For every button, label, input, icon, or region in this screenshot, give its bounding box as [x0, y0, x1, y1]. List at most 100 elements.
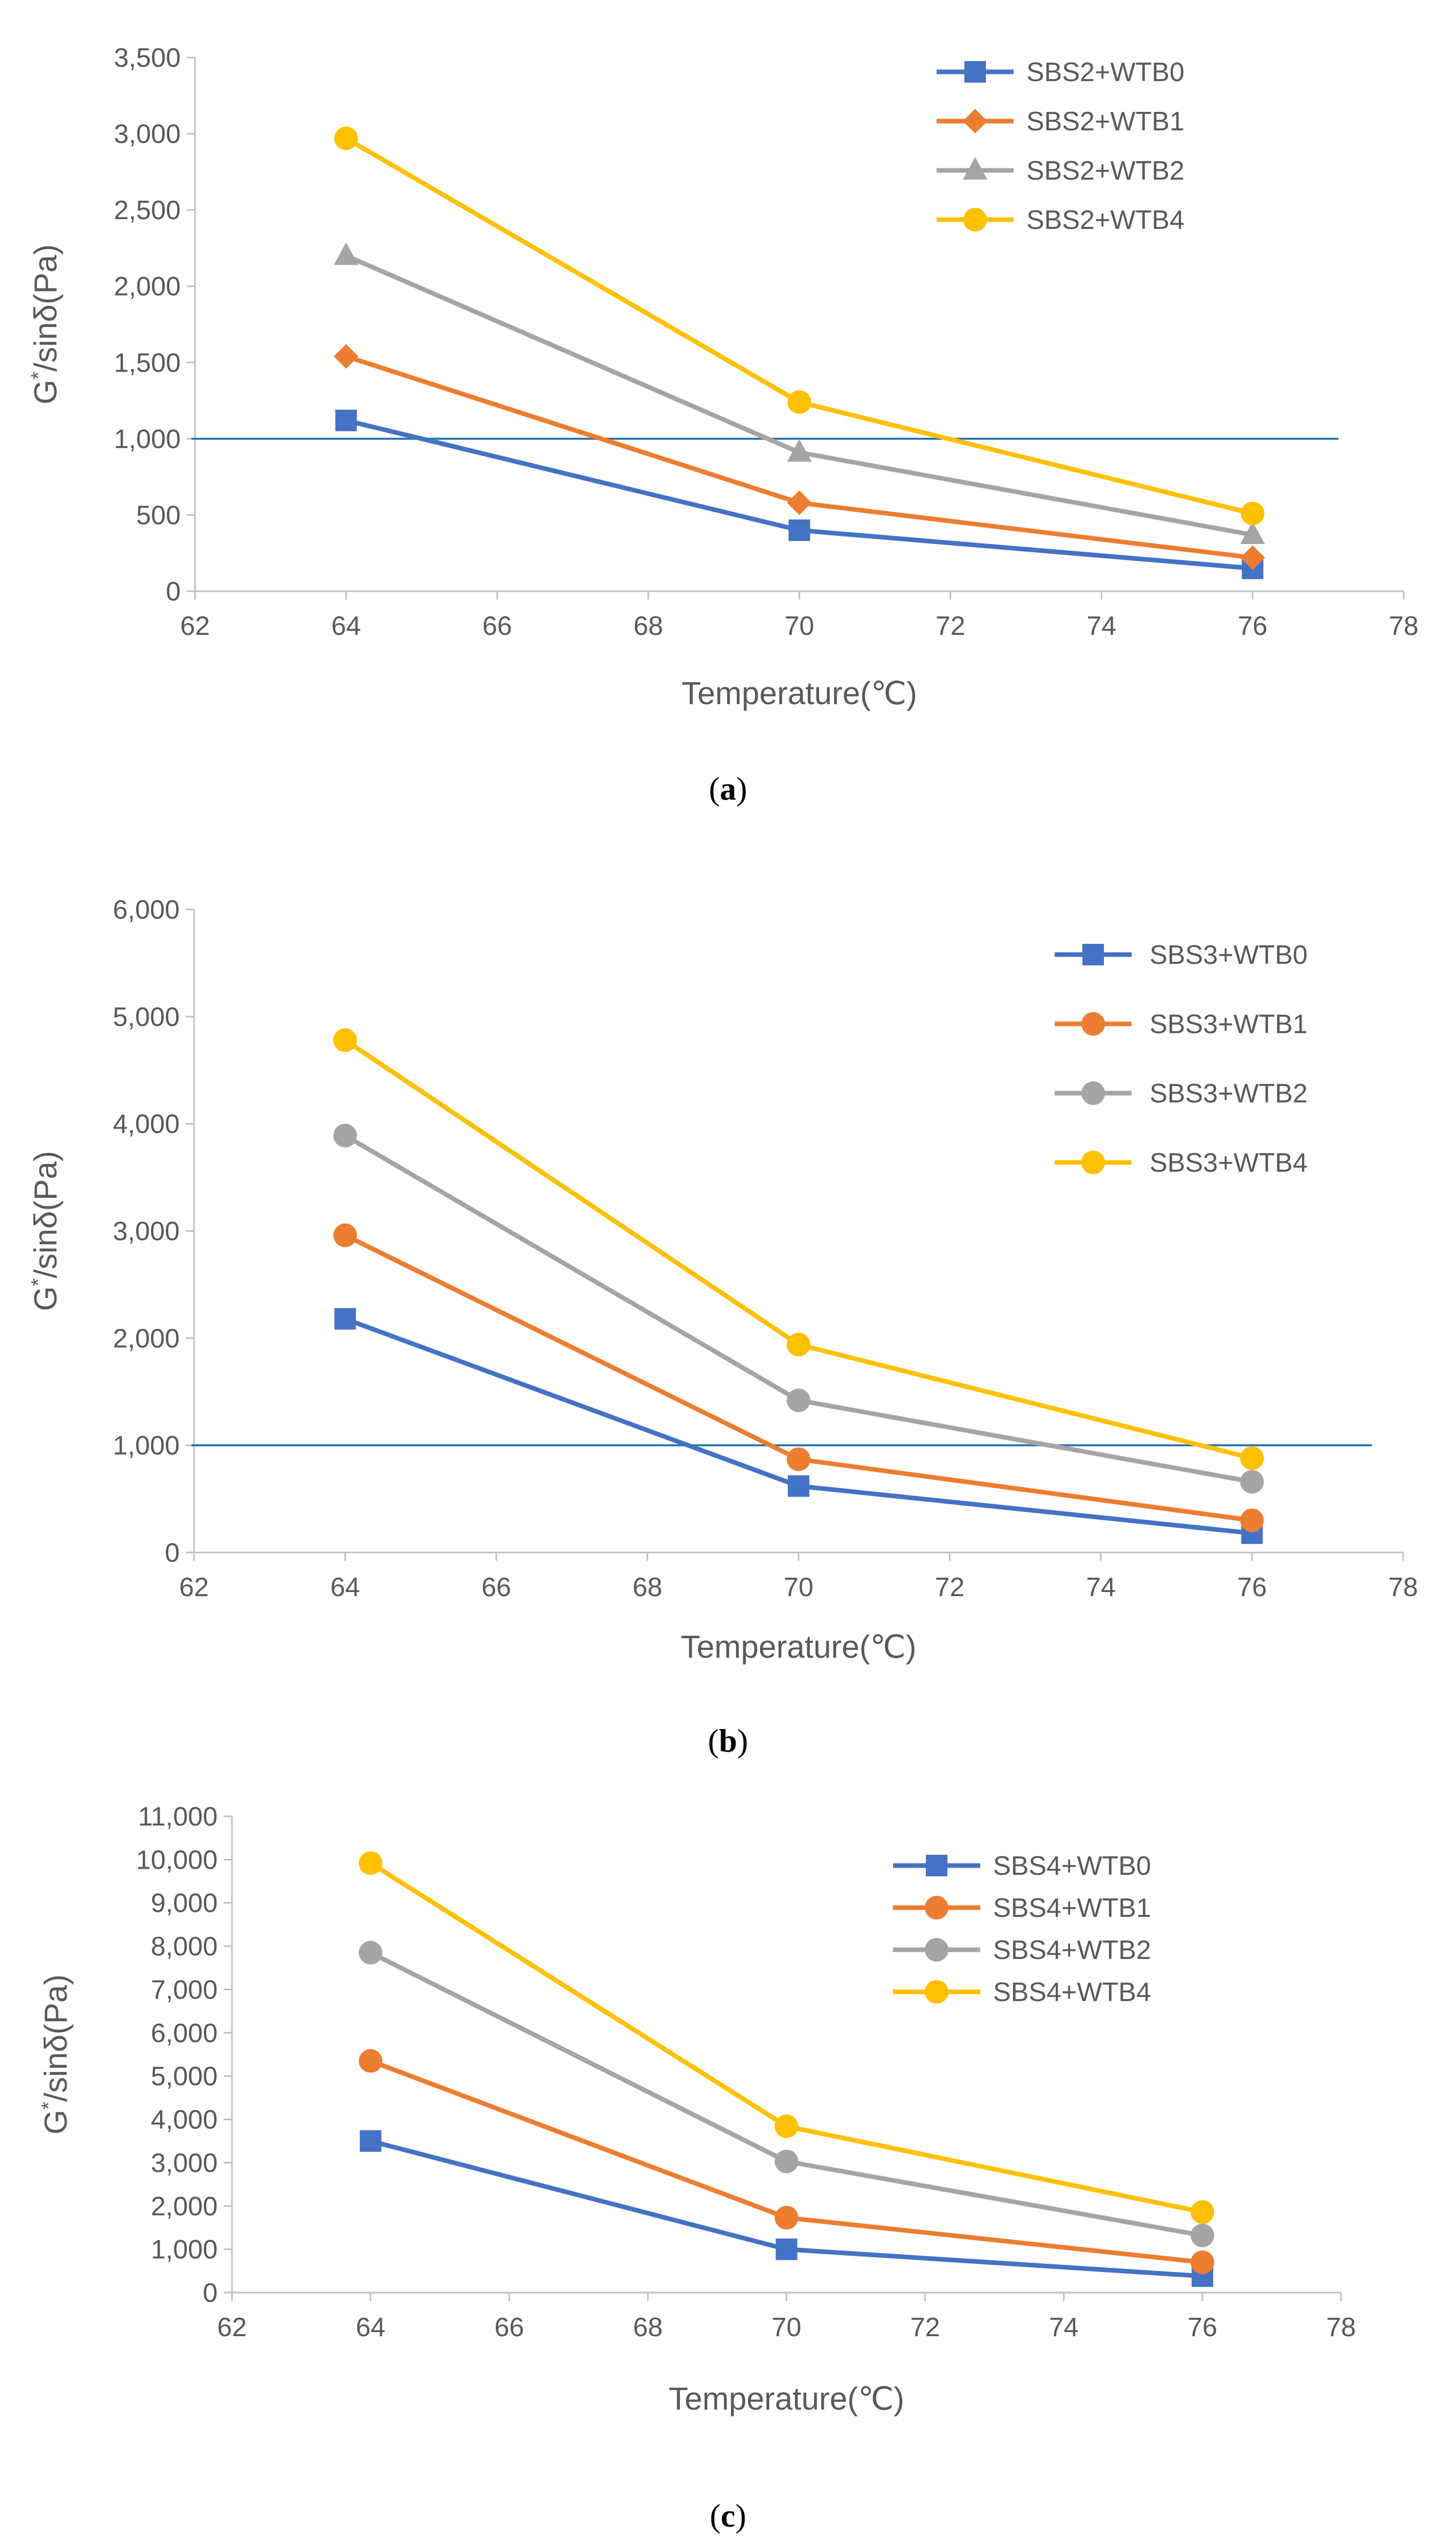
chart-a-svg: 0 500 1,000 1,500 2,000 2,500 3,000 3,500 62 64 66… [27, 43, 1419, 711]
y-axis-title-main: G [28, 380, 64, 404]
legend-swatch-marker [964, 61, 986, 83]
data-point [1240, 1470, 1264, 1494]
y-tick-label: 11,000 [138, 1802, 218, 1832]
legend-swatch-marker [925, 1896, 948, 1919]
x-tick-label: 78 [1388, 1573, 1418, 1602]
data-point [1190, 2223, 1214, 2247]
x-tick-label: 74 [1086, 611, 1116, 641]
data-point [774, 2114, 799, 2139]
y-tick-label: 2,000 [113, 1324, 180, 1353]
data-point [1240, 521, 1265, 545]
y-tick-label: 3,000 [113, 1217, 180, 1247]
y-tick-label: 5,000 [151, 2062, 218, 2091]
data-point [1240, 545, 1265, 570]
data-point [1240, 501, 1265, 526]
caption-a-label: a [720, 770, 736, 807]
data-point [333, 1223, 357, 1247]
series-sbs3-wtb1 [333, 1223, 1264, 1532]
legend-swatch-marker [1081, 1012, 1105, 1036]
series-sbs4-wtb1 [359, 2049, 1214, 2274]
series-sbs2-wtb2 [334, 242, 1265, 545]
x-tick-label: 76 [1238, 611, 1268, 641]
y-tick-label: 8,000 [151, 1932, 218, 1962]
legend-label: SBS3+WTB1 [1150, 1010, 1308, 1039]
legend-label: SBS2+WTB4 [1026, 205, 1185, 235]
data-point [1190, 2200, 1214, 2224]
x-tick-label: 64 [331, 1573, 360, 1602]
y-tick-label: 500 [136, 500, 181, 530]
y-tick-label: 0 [203, 2278, 218, 2308]
legend-label: SBS3+WTB2 [1150, 1079, 1308, 1109]
series-line [344, 1133, 1253, 1484]
y-axis-title-main: G [38, 2110, 74, 2134]
y-tick-label: 4,000 [113, 1110, 180, 1139]
legend-swatch-marker [963, 157, 987, 180]
chart-panel-c: 0 1,000 2,000 3,000 4,000 5,000 6,000 7,000 8,00… [0, 1786, 1456, 2542]
x-tick-label: 66 [494, 2313, 524, 2342]
y-tick-label: 0 [165, 1538, 180, 1568]
data-point [359, 2049, 383, 2073]
y-tick-label: 0 [166, 577, 181, 607]
legend-swatch-marker [1082, 944, 1104, 965]
y-tick-label: 4,000 [151, 2105, 218, 2135]
x-tick-label: 74 [1049, 2313, 1079, 2342]
data-point [334, 242, 359, 265]
x-tick-label: 70 [772, 2313, 802, 2342]
legend-swatch-marker [926, 1855, 947, 1876]
legend-swatch-marker [963, 109, 987, 133]
data-point [774, 2206, 799, 2230]
x-tick-label: 62 [180, 611, 210, 641]
data-point [787, 390, 811, 414]
legend-swatch-marker [925, 1938, 948, 1962]
chart-b-svg: 0 1,000 2,000 3,000 4,000 5,000 6,000 62 64 66 68 7… [27, 895, 1418, 1665]
y-tick-label: 6,000 [113, 895, 180, 925]
data-point [333, 1028, 357, 1052]
legend-label: SBS2+WTB0 [1026, 57, 1185, 87]
y-tick-label: 3,000 [114, 120, 181, 149]
data-point [787, 439, 812, 462]
series-sbs2-wtb0 [335, 410, 1264, 579]
series-sbs3-wtb4 [333, 1028, 1264, 1470]
x-axis-title: Temperature(℃) [669, 2381, 904, 2417]
y-tick-label: 1,000 [113, 1431, 180, 1461]
data-point [788, 519, 810, 541]
data-point [787, 1332, 810, 1356]
caption-c-label: c [721, 2497, 735, 2534]
legend-label: SBS4+WTB0 [993, 1851, 1151, 1881]
y-tick-label: 6,000 [151, 2019, 218, 2048]
legend-swatch-marker [925, 1980, 948, 2004]
x-tick-label: 70 [784, 1573, 813, 1602]
legend-swatch-marker [1081, 1151, 1105, 1174]
x-axis-title: Temperature(℃) [682, 676, 917, 711]
y-axis-title-superscript: * [27, 372, 50, 380]
caption-a: (a) [709, 770, 747, 807]
legend-label: SBS2+WTB2 [1026, 156, 1185, 186]
data-point [775, 2238, 798, 2260]
y-axis-title: G*/sinδ(Pa) [27, 244, 64, 404]
y-axis-title-main: G [28, 1286, 64, 1311]
x-axis-title: Temperature(℃) [681, 1629, 917, 1665]
data-point [334, 344, 359, 369]
y-axis-title-superscript: * [37, 2102, 60, 2110]
x-tick-label: 66 [482, 611, 512, 641]
data-point [360, 2130, 382, 2152]
x-tick-label: 62 [217, 2313, 247, 2342]
caption-b: (b) [708, 1722, 748, 1759]
data-point [1240, 1508, 1264, 1532]
x-tick-label: 64 [356, 2313, 385, 2342]
y-tick-label: 1,500 [114, 348, 181, 378]
chart-panel-b: 0 1,000 2,000 3,000 4,000 5,000 6,000 62 64 66 68 7… [0, 862, 1456, 1755]
y-tick-label: 1,000 [151, 2235, 218, 2265]
data-point [333, 1123, 357, 1148]
data-point [334, 126, 358, 150]
y-tick-label: 3,500 [114, 43, 181, 73]
x-tick-label: 62 [179, 1573, 209, 1602]
data-point [359, 1851, 383, 1875]
legend-label: SBS4+WTB2 [993, 1935, 1151, 1965]
y-axis-title-rest: /sinδ(Pa) [28, 1151, 64, 1278]
y-tick-label: 2,500 [114, 196, 181, 225]
y-axis-title-superscript: * [27, 1278, 50, 1287]
legend-swatch-marker [963, 208, 987, 231]
x-tick-label: 64 [331, 611, 361, 641]
chart-panel-a: 0 500 1,000 1,500 2,000 2,500 3,000 3,500 62 64 66… [0, 0, 1456, 811]
